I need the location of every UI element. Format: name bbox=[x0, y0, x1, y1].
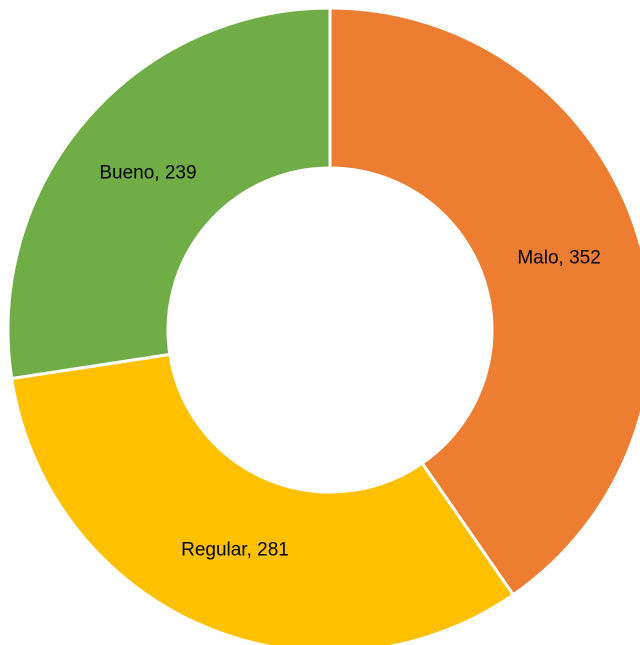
data-label: Malo, 352 bbox=[517, 247, 600, 268]
donut-slice bbox=[328, 6, 640, 597]
data-label: Bueno, 239 bbox=[99, 163, 196, 184]
donut-slice bbox=[9, 352, 516, 645]
donut-slice bbox=[6, 6, 332, 381]
data-label: Regular, 281 bbox=[181, 539, 289, 560]
